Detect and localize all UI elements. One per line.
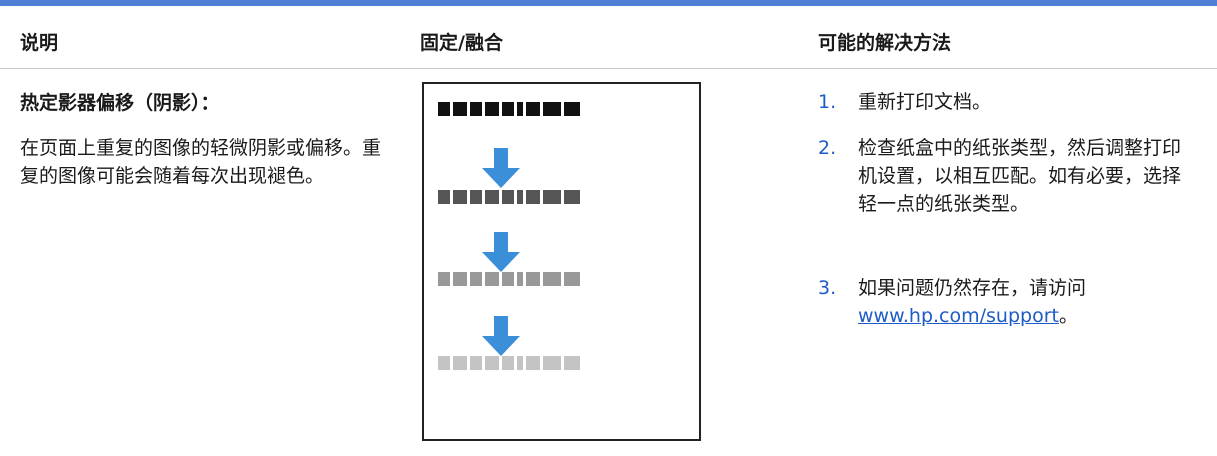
print-bar: [485, 102, 499, 116]
print-bar: [502, 272, 514, 286]
item-text: 如果问题仍然存在，请访问: [858, 277, 1087, 299]
print-bar: [543, 356, 561, 370]
print-bar: [453, 190, 467, 204]
print-bar: [470, 356, 482, 370]
print-bar: [485, 190, 499, 204]
print-bar: [517, 272, 523, 286]
print-bar: [526, 190, 540, 204]
print-bar: [564, 102, 580, 116]
print-bar: [438, 272, 450, 286]
illustration: [422, 82, 701, 441]
column-header: 可能的解决方法: [818, 32, 952, 54]
print-bar: [502, 356, 514, 370]
row-title: 热定影器偏移（阴影）：: [20, 92, 220, 114]
print-bar: [470, 272, 482, 286]
print-bar: [485, 356, 499, 370]
column-header: 说明: [20, 32, 59, 54]
print-bar: [502, 190, 514, 204]
item-text: 检查纸盒中的纸张类型，然后调整打印机设置，以相互匹配。如有必要，选择轻一点的纸张…: [858, 137, 1182, 215]
print-bar: [453, 356, 467, 370]
column-header: 固定/融合: [420, 32, 503, 54]
top-bar: [0, 0, 1217, 6]
support-link[interactable]: www.hp.com/support: [858, 305, 1059, 327]
print-bar: [438, 356, 450, 370]
print-bar: [438, 102, 450, 116]
item-text: 。: [1058, 305, 1078, 327]
item-number: 1.: [818, 91, 837, 113]
print-bar: [564, 190, 580, 204]
print-bar: [526, 272, 540, 286]
print-bar: [470, 190, 482, 204]
print-bar: [453, 272, 467, 286]
print-bar: [470, 102, 482, 116]
print-bar: [564, 356, 580, 370]
description: 在页面上重复的图像的轻微阴影或偏移。重复的图像可能会随着每次出现褪色。: [20, 137, 382, 187]
print-bar: [517, 190, 523, 204]
print-bar: [543, 190, 561, 204]
print-bar: [502, 102, 514, 116]
print-bar: [543, 272, 561, 286]
item-number: 2.: [818, 137, 837, 159]
item-number: 3.: [818, 277, 837, 299]
table-header: 说明 固定/融合 可能的解决方法: [0, 6, 1217, 69]
print-bar: [543, 102, 561, 116]
print-bar: [517, 102, 523, 116]
print-bar: [526, 102, 540, 116]
item-text: 重新打印文档。: [858, 91, 992, 113]
item-text: 如果问题仍然存在，请访问 www.hp.com/support。: [858, 274, 1188, 330]
print-bar: [517, 356, 523, 370]
print-bar: [526, 356, 540, 370]
print-bar: [485, 272, 499, 286]
print-bar: [564, 272, 580, 286]
print-bar: [453, 102, 467, 116]
print-bar: [438, 190, 450, 204]
